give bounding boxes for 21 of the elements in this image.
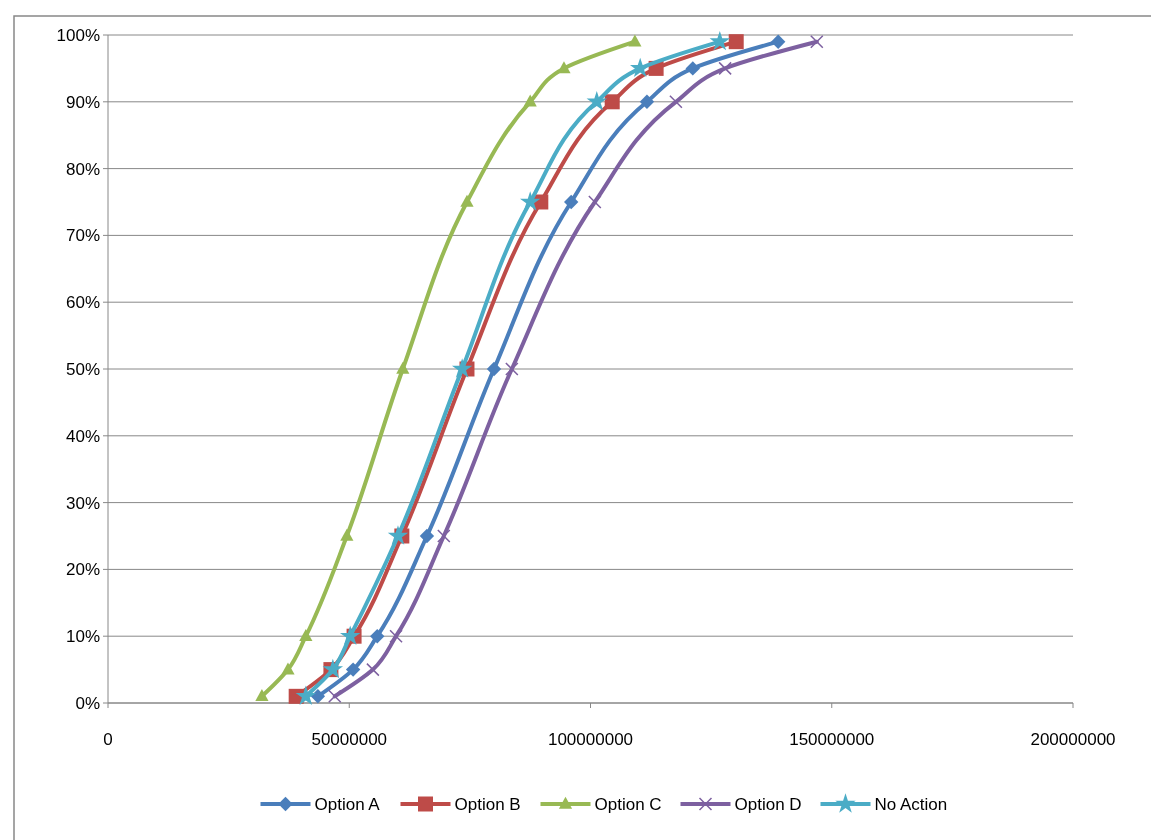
legend-label: Option C bbox=[594, 794, 662, 814]
legend-label: Option A bbox=[314, 794, 381, 814]
y-tick-label: 100% bbox=[56, 25, 100, 45]
x-tick-label: 50000000 bbox=[311, 730, 388, 749]
legend-label: Option D bbox=[734, 794, 802, 814]
y-tick-label: 70% bbox=[65, 226, 100, 246]
y-tick-label: 90% bbox=[65, 92, 100, 112]
y-tick-label: 30% bbox=[65, 493, 100, 513]
x-tick-label: 0 bbox=[103, 730, 113, 749]
x-tick-label: 150000000 bbox=[789, 730, 875, 749]
x-tick-label: 200000000 bbox=[1030, 730, 1116, 749]
y-tick-label: 80% bbox=[65, 159, 100, 179]
y-tick-label: 20% bbox=[65, 560, 100, 580]
y-tick-label: 40% bbox=[65, 426, 100, 446]
y-tick-label: 10% bbox=[65, 627, 100, 647]
legend-label: Option B bbox=[454, 794, 521, 814]
x-tick-label: 100000000 bbox=[547, 730, 634, 749]
legend-label: No Action bbox=[874, 794, 948, 814]
y-tick-label: 50% bbox=[65, 359, 100, 379]
y-tick-label: 0% bbox=[75, 693, 100, 713]
y-tick-label: 60% bbox=[65, 293, 100, 313]
